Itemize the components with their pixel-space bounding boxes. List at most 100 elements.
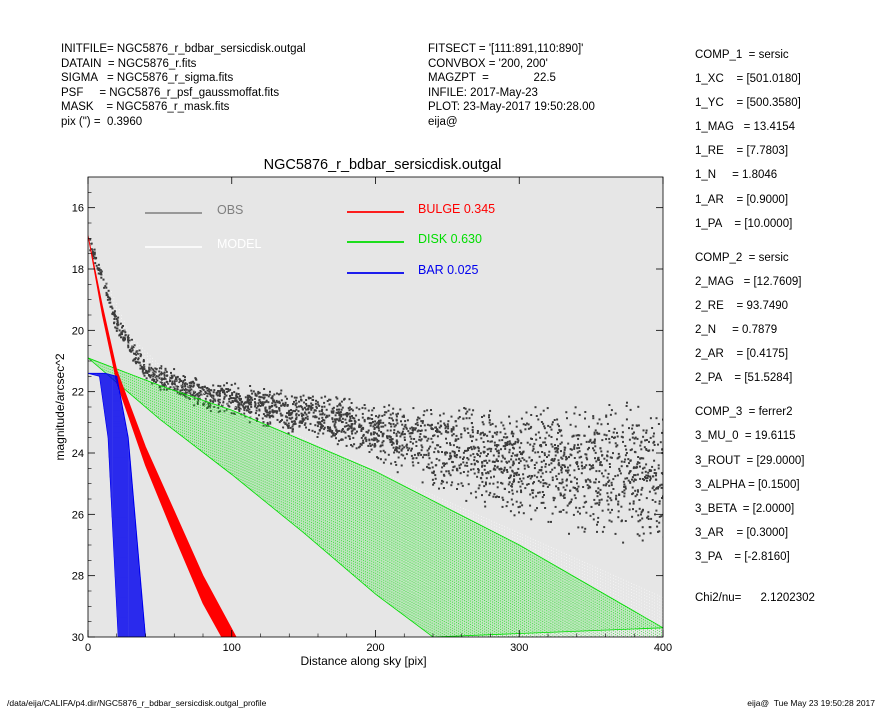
- obs-point: [206, 407, 209, 409]
- obs-point: [142, 359, 145, 361]
- obs-point: [336, 408, 338, 411]
- obs-point: [647, 518, 650, 520]
- obs-point: [610, 484, 613, 487]
- obs-point: [412, 429, 414, 432]
- obs-point: [466, 457, 469, 459]
- obs-point: [617, 503, 620, 506]
- obs-point: [412, 464, 415, 467]
- obs-point: [225, 382, 228, 385]
- obs-point: [447, 420, 450, 423]
- obs-point: [414, 423, 417, 426]
- obs-point: [483, 446, 486, 449]
- obs-point: [320, 427, 323, 430]
- obs-point: [335, 418, 338, 421]
- obs-point: [508, 477, 510, 480]
- obs-point: [230, 383, 233, 386]
- obs-point: [399, 408, 402, 411]
- obs-point: [261, 401, 264, 404]
- obs-point: [472, 409, 475, 412]
- obs-point: [279, 392, 282, 395]
- obs-point: [616, 457, 619, 460]
- obs-point: [323, 401, 326, 404]
- obs-point: [131, 338, 133, 341]
- obs-point: [301, 407, 304, 410]
- obs-point: [347, 407, 350, 410]
- obs-point: [608, 463, 611, 465]
- obs-point: [588, 425, 590, 428]
- obs-point: [190, 382, 193, 385]
- obs-point: [455, 434, 458, 437]
- obs-point: [640, 488, 643, 491]
- obs-point: [595, 470, 598, 473]
- legend-label: BAR 0.025: [418, 263, 479, 277]
- obs-point: [592, 464, 594, 467]
- obs-point: [558, 428, 561, 431]
- obs-point: [133, 344, 136, 347]
- obs-point: [576, 447, 579, 450]
- obs-point: [475, 438, 478, 441]
- obs-point: [533, 481, 535, 484]
- obs-point: [350, 430, 353, 433]
- obs-point: [295, 396, 298, 399]
- obs-point: [381, 433, 384, 436]
- obs-point: [351, 415, 353, 418]
- obs-point: [148, 367, 151, 370]
- obs-point: [654, 513, 656, 516]
- obs-point: [276, 410, 278, 413]
- obs-point: [634, 478, 637, 481]
- obs-point: [641, 509, 644, 512]
- obs-point: [248, 394, 251, 397]
- obs-point: [576, 451, 579, 454]
- obs-point: [283, 421, 286, 424]
- obs-point: [254, 402, 257, 405]
- obs-point: [254, 401, 256, 404]
- obs-point: [561, 464, 564, 467]
- obs-point: [348, 406, 351, 409]
- obs-point: [604, 469, 607, 472]
- obs-point: [527, 427, 530, 430]
- obs-point: [629, 449, 632, 452]
- obs-point: [302, 394, 305, 397]
- obs-point: [540, 475, 543, 478]
- obs-point: [593, 498, 596, 501]
- obs-point: [434, 474, 437, 477]
- obs-point: [334, 418, 336, 421]
- obs-point: [442, 487, 445, 489]
- obs-point: [621, 424, 624, 427]
- obs-point: [223, 389, 226, 392]
- obs-point: [547, 520, 550, 523]
- obs-point: [560, 471, 563, 474]
- obs-point: [569, 423, 572, 426]
- obs-point: [278, 401, 281, 404]
- obs-point: [400, 464, 403, 467]
- obs-point: [193, 397, 196, 400]
- obs-point: [431, 466, 434, 469]
- obs-point: [346, 428, 349, 431]
- obs-point: [262, 403, 265, 405]
- obs-point: [450, 415, 453, 418]
- obs-point: [605, 434, 608, 437]
- obs-point: [161, 378, 164, 381]
- obs-point: [295, 416, 298, 419]
- obs-point: [276, 401, 279, 404]
- obs-point: [304, 411, 307, 414]
- obs-point: [309, 422, 312, 425]
- obs-point: [448, 472, 451, 475]
- obs-point: [558, 510, 561, 513]
- obs-point: [640, 493, 643, 496]
- obs-point: [163, 388, 166, 391]
- obs-point: [361, 406, 364, 409]
- obs-point: [620, 505, 623, 508]
- obs-point: [503, 457, 506, 460]
- obs-point: [220, 389, 223, 392]
- obs-point: [466, 464, 469, 467]
- model-band-dots: [90, 244, 663, 637]
- obs-point: [463, 407, 466, 409]
- obs-point: [528, 474, 531, 477]
- obs-point: [598, 480, 601, 483]
- obs-point: [638, 534, 641, 537]
- obs-point: [218, 394, 221, 397]
- obs-point: [470, 468, 472, 471]
- obs-point: [178, 378, 181, 381]
- obs-point: [93, 248, 96, 251]
